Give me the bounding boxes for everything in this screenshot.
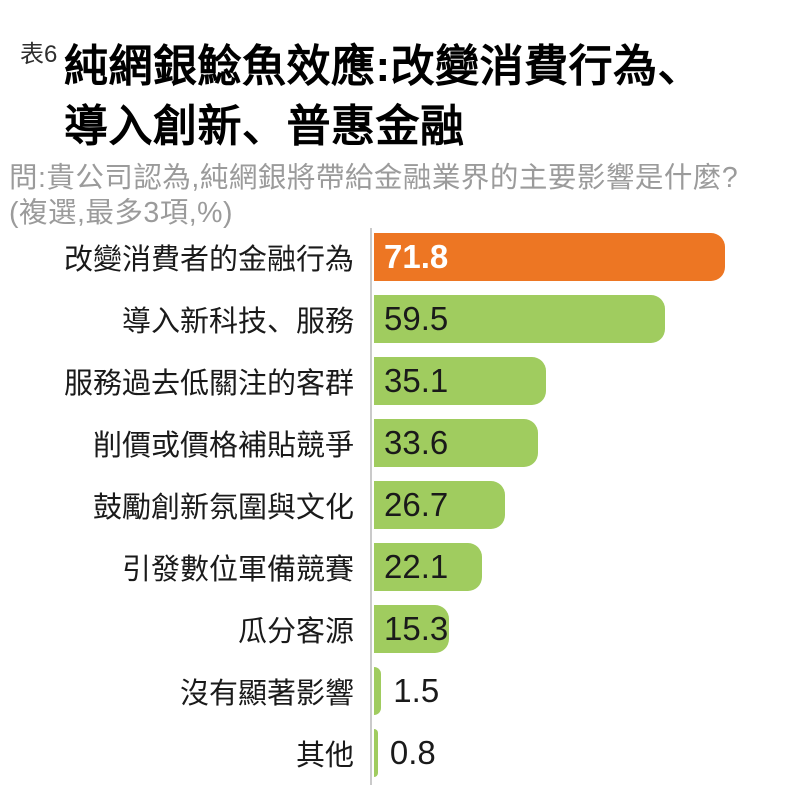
value-label: 35.1	[384, 362, 449, 399]
category-label: 沒有顯著影響	[179, 678, 354, 710]
chart-row: 服務過去低關注的客群 35.1	[0, 357, 792, 405]
chart-row: 引發數位軍備競賽 22.1	[0, 543, 792, 591]
chart-row: 瓜分客源 15.3	[0, 605, 792, 653]
value-label: 22.1	[384, 548, 449, 585]
value-label: 0.8	[389, 734, 436, 771]
bar	[374, 605, 449, 653]
page-title: 純網銀鯰魚效應:改變消費行為、 導入創新、普惠金融	[64, 37, 702, 157]
page-title-line1: 純網銀鯰魚效應:改變消費行為、	[64, 42, 703, 92]
category-label: 瓜分客源	[237, 616, 354, 648]
bar	[374, 233, 726, 281]
chart-row: 沒有顯著影響 1.5	[0, 667, 792, 715]
bar-track: 15.3	[374, 605, 772, 653]
bar	[374, 481, 505, 529]
bar	[374, 543, 483, 591]
chart-row: 鼓勵創新氛圍與文化 26.7	[0, 481, 792, 529]
bar-track: 71.8	[374, 233, 772, 281]
bar-track: 33.6	[374, 419, 772, 467]
page-title-line2: 導入創新、普惠金融	[64, 102, 465, 152]
category-label: 改變消費者的金融行為	[63, 244, 354, 276]
chart-row: 其他 0.8	[0, 729, 792, 777]
bar-track: 26.7	[374, 481, 772, 529]
bar-track: 59.5	[374, 295, 772, 343]
survey-question: 問:貴公司認為,純網銀將帶給金融業界的主要影響是什麼?(複選,最多3項,%)	[9, 161, 739, 229]
bar	[374, 419, 539, 467]
bar	[374, 729, 378, 777]
category-label: 其他	[295, 740, 354, 772]
value-label: 26.7	[384, 486, 449, 523]
table-number-label: 表6	[20, 41, 58, 68]
category-label: 服務過去低關注的客群	[63, 368, 354, 400]
value-label: 15.3	[384, 610, 449, 647]
category-label: 引發數位軍備競賽	[121, 554, 354, 586]
bar	[374, 295, 665, 343]
bar	[374, 357, 546, 405]
value-label: 1.5	[393, 672, 440, 709]
chart-row: 改變消費者的金融行為 71.8	[0, 233, 792, 281]
chart-row: 削價或價格補貼競爭 33.6	[0, 419, 792, 467]
category-label: 鼓勵創新氛圍與文化	[92, 492, 354, 524]
category-label: 導入新科技、服務	[121, 306, 354, 338]
bar-track: 35.1	[374, 357, 772, 405]
value-label: 59.5	[384, 300, 449, 337]
value-label: 71.8	[384, 238, 449, 275]
bar-track: 22.1	[374, 543, 772, 591]
y-axis-line	[370, 228, 372, 785]
bar-chart: 改變消費者的金融行為 71.8 導入新科技、服務 59.5 服務過去低關注的客群 35.1…	[0, 228, 792, 791]
category-label: 削價或價格補貼競爭	[92, 430, 354, 462]
bar	[374, 667, 382, 715]
value-label: 33.6	[384, 424, 449, 461]
bar-track: 0.8	[374, 729, 772, 777]
chart-row: 導入新科技、服務 59.5	[0, 295, 792, 343]
bar-track: 1.5	[374, 667, 772, 715]
